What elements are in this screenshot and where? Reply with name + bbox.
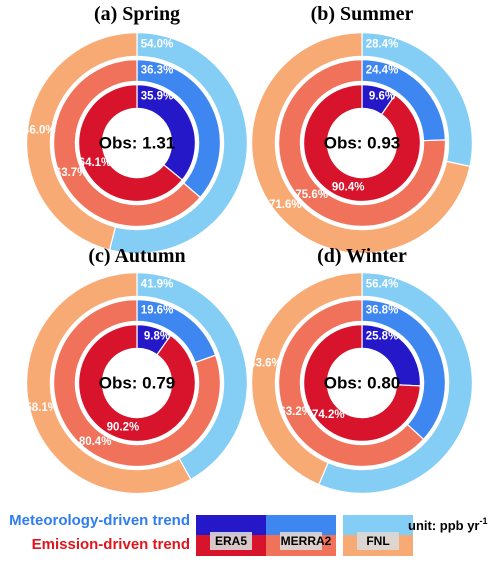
- emi-slice-merra2: [278, 58, 446, 227]
- emi-slice-merra2: [53, 58, 202, 227]
- met-label-merra2: 36.3%: [141, 65, 174, 77]
- met-label-era5: 9.8%: [144, 331, 170, 343]
- emi-label-era5: 64.1%: [79, 157, 112, 169]
- emi-slice-era5: [303, 83, 421, 202]
- legend-label-meteorology: Meteorology-driven trend: [9, 512, 190, 529]
- legend-key-merra2: MERRA2: [281, 534, 332, 548]
- emi-slice-era5: [303, 323, 421, 442]
- obs-value: Obs: 1.31: [99, 134, 176, 153]
- met-label-era5: 25.8%: [366, 331, 399, 343]
- met-label-fnl: 41.9%: [141, 279, 174, 291]
- emi-slice-fnl: [26, 31, 138, 251]
- emi-label-merra2: 75.6%: [295, 189, 328, 201]
- emi-slice-era5: [78, 83, 184, 202]
- met-label-era5: 35.9%: [141, 91, 174, 103]
- met-slice-era5: [136, 83, 196, 181]
- met-label-merra2: 24.4%: [366, 65, 399, 77]
- legend-swatches: [196, 515, 413, 556]
- met-label-fnl: 56.4%: [366, 279, 399, 291]
- met-label-merra2: 36.8%: [366, 305, 399, 317]
- emi-label-fnl: 46.0%: [23, 125, 56, 137]
- panel-title: (a) Spring: [94, 3, 180, 25]
- obs-value: Obs: 0.79: [99, 374, 176, 393]
- legend-key-box-era5: [210, 532, 252, 550]
- emi-label-merra2: 63.7%: [55, 167, 88, 179]
- met-label-fnl: 28.4%: [366, 39, 399, 51]
- legend-swatch-met-fnl: [343, 515, 413, 535]
- legend: Meteorology-driven trend Emission-driven…: [9, 512, 488, 556]
- emi-label-merra2: 63.2%: [279, 406, 312, 418]
- emi-slice-fnl: [251, 271, 363, 486]
- emi-label-era5: 90.2%: [107, 421, 140, 433]
- panel-2: (b) Summer 9.6% 90.4% 24.4% 75.6% 28.4% 71.6% O…: [251, 3, 473, 254]
- met-slice-fnl: [108, 31, 248, 254]
- legend-label-emission: Emission-driven trend: [32, 536, 190, 553]
- emi-slice-fnl: [251, 31, 471, 254]
- emi-label-fnl: 58.1%: [25, 402, 58, 414]
- legend-swatch-met-era5: [196, 515, 266, 535]
- legend-key-box-fnl: [357, 532, 399, 550]
- panel-title: (c) Autumn: [88, 245, 185, 267]
- emi-label-fnl: 71.6%: [269, 199, 302, 211]
- met-label-merra2: 19.6%: [141, 305, 174, 317]
- panel-title: (d) Winter: [317, 245, 407, 267]
- met-label-era5: 9.6%: [369, 91, 395, 103]
- obs-value: Obs: 0.93: [324, 134, 401, 153]
- legend-swatch-met-merra2: [266, 515, 336, 535]
- obs-value: Obs: 0.80: [324, 374, 401, 393]
- panels-group: (a) Spring 35.9% 64.1% 36.3% 63.7% 54.0% 46.0%…: [23, 3, 473, 494]
- unit-label: unit: ppb yr-1: [408, 516, 488, 533]
- emi-label-merra2: 80.4%: [79, 436, 112, 448]
- legend-key-era5: ERA5: [215, 534, 247, 548]
- met-label-fnl: 54.0%: [141, 39, 174, 51]
- unit-label-text: unit: ppb yr: [408, 518, 480, 533]
- panel-3: (c) Autumn 9.8% 90.2% 19.6% 80.4% 41.9% 58.1% O…: [25, 245, 248, 494]
- legend-keys: ERA5 MERRA2 FNL: [215, 534, 390, 548]
- emi-label-era5: 74.2%: [312, 409, 345, 421]
- unit-label-superscript: -1: [480, 516, 488, 526]
- emi-label-era5: 90.4%: [332, 181, 365, 193]
- emi-slice-merra2: [53, 298, 221, 467]
- emi-slice-merra2: [278, 298, 425, 467]
- panel-1: (a) Spring 35.9% 64.1% 36.3% 63.7% 54.0% 46.0%…: [23, 3, 248, 254]
- emi-label-fnl: 43.6%: [249, 357, 282, 369]
- legend-key-fnl: FNL: [366, 534, 389, 548]
- panel-4: (d) Winter 25.8% 74.2% 36.8% 63.2% 56.4% 43.6%…: [249, 245, 473, 494]
- panel-title: (b) Summer: [311, 3, 414, 25]
- met-slice-fnl: [318, 271, 473, 494]
- emi-slice-era5: [78, 323, 196, 442]
- emi-slice-fnl: [26, 271, 192, 494]
- legend-key-box-merra2: [280, 532, 322, 550]
